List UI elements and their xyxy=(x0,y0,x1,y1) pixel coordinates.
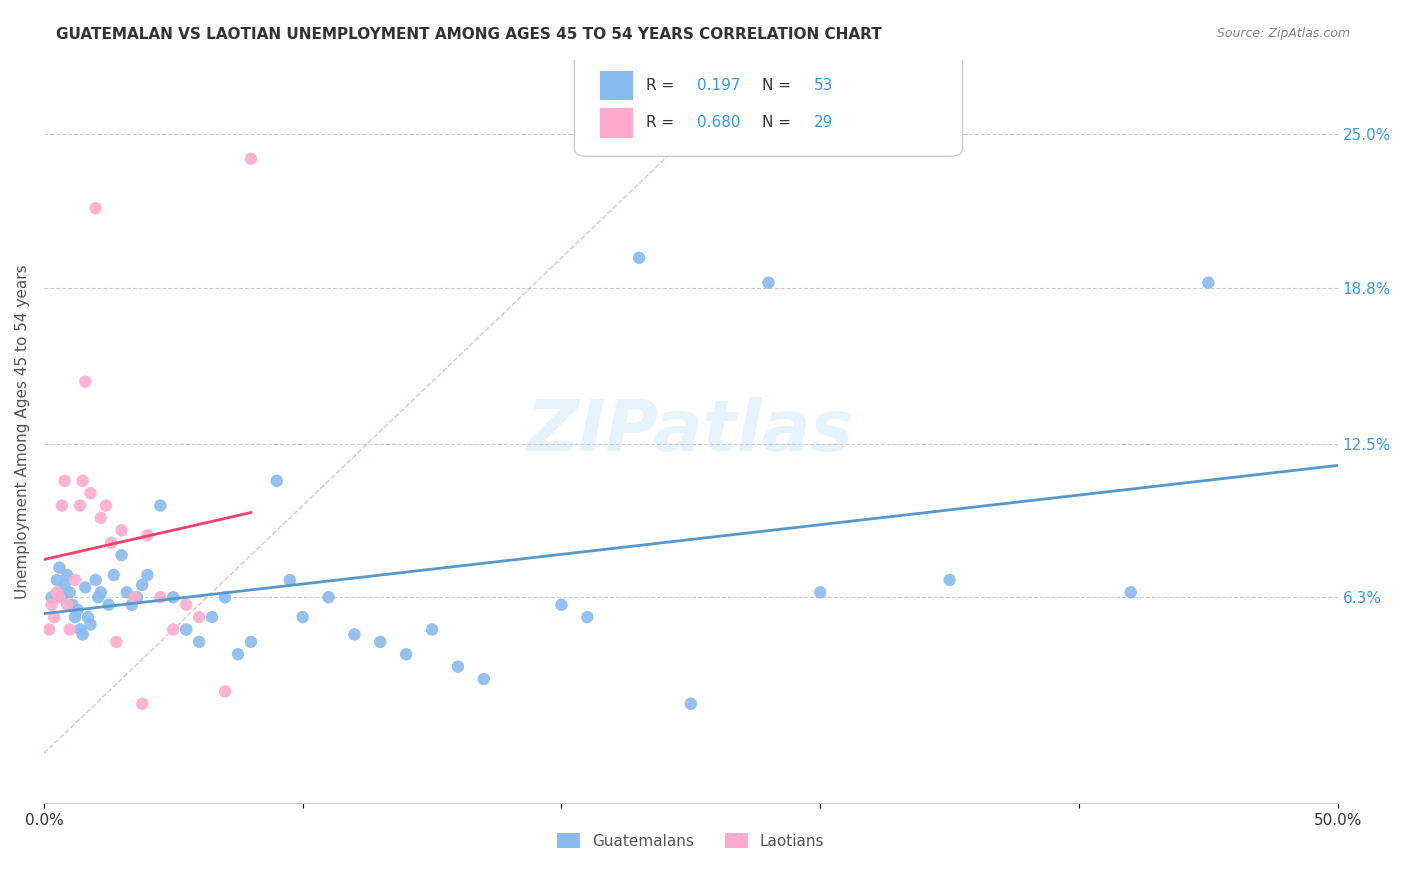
Text: 0.197: 0.197 xyxy=(697,78,741,93)
Point xyxy=(121,598,143,612)
Point xyxy=(41,591,63,605)
Point xyxy=(56,598,79,612)
Point xyxy=(1197,276,1219,290)
Point xyxy=(226,647,249,661)
Point xyxy=(628,251,651,265)
Text: ZIPatlas: ZIPatlas xyxy=(527,397,855,466)
Point xyxy=(174,623,197,637)
Text: GUATEMALAN VS LAOTIAN UNEMPLOYMENT AMONG AGES 45 TO 54 YEARS CORRELATION CHART: GUATEMALAN VS LAOTIAN UNEMPLOYMENT AMONG… xyxy=(56,27,882,42)
Point xyxy=(105,635,128,649)
FancyBboxPatch shape xyxy=(600,108,633,137)
Point xyxy=(201,610,224,624)
Point xyxy=(131,697,153,711)
Point xyxy=(343,627,366,641)
Point xyxy=(188,610,211,624)
Point xyxy=(87,591,110,605)
Point xyxy=(447,659,470,673)
Point xyxy=(63,610,86,624)
Point xyxy=(318,591,340,605)
Point xyxy=(115,585,138,599)
Point xyxy=(75,580,97,594)
Point xyxy=(38,623,60,637)
Point xyxy=(69,499,91,513)
Point xyxy=(162,623,184,637)
Point xyxy=(60,598,83,612)
Point xyxy=(136,528,159,542)
Point xyxy=(45,585,67,599)
Point xyxy=(136,568,159,582)
Point xyxy=(84,573,107,587)
Point xyxy=(77,610,100,624)
Point xyxy=(214,591,236,605)
Point xyxy=(53,474,76,488)
Point xyxy=(84,201,107,215)
Point xyxy=(758,276,780,290)
Point xyxy=(808,585,831,599)
Text: N =: N = xyxy=(762,78,796,93)
Point xyxy=(45,573,67,587)
Point xyxy=(48,560,70,574)
Point xyxy=(472,672,495,686)
Point xyxy=(149,591,172,605)
Point xyxy=(162,591,184,605)
Point xyxy=(420,623,443,637)
Text: N =: N = xyxy=(762,115,796,130)
Point xyxy=(266,474,288,488)
Point xyxy=(51,499,73,513)
Text: R =: R = xyxy=(645,115,679,130)
Point xyxy=(100,535,122,549)
Point xyxy=(291,610,314,624)
Text: 53: 53 xyxy=(814,78,834,93)
Point xyxy=(72,474,94,488)
Point xyxy=(90,511,112,525)
FancyBboxPatch shape xyxy=(575,52,963,156)
Point xyxy=(56,568,79,582)
Text: Source: ZipAtlas.com: Source: ZipAtlas.com xyxy=(1216,27,1350,40)
Point xyxy=(41,598,63,612)
Point xyxy=(395,647,418,661)
Point xyxy=(131,578,153,592)
Text: 29: 29 xyxy=(814,115,834,130)
Point xyxy=(51,591,73,605)
Point xyxy=(188,635,211,649)
Point xyxy=(44,610,66,624)
Point xyxy=(174,598,197,612)
Point xyxy=(110,524,132,538)
Text: 0.680: 0.680 xyxy=(697,115,741,130)
Point xyxy=(368,635,391,649)
Point xyxy=(576,610,599,624)
Point xyxy=(94,499,117,513)
FancyBboxPatch shape xyxy=(600,70,633,101)
Point xyxy=(239,635,262,649)
Point xyxy=(59,623,82,637)
Point xyxy=(53,578,76,592)
Point xyxy=(69,623,91,637)
Y-axis label: Unemployment Among Ages 45 to 54 years: Unemployment Among Ages 45 to 54 years xyxy=(15,264,30,599)
Point xyxy=(66,602,89,616)
Point xyxy=(125,591,148,605)
Point xyxy=(1119,585,1142,599)
Point xyxy=(938,573,960,587)
Point xyxy=(110,548,132,562)
Point xyxy=(149,499,172,513)
Point xyxy=(59,585,82,599)
Point xyxy=(63,573,86,587)
Point xyxy=(90,585,112,599)
Point xyxy=(72,627,94,641)
Text: R =: R = xyxy=(645,78,679,93)
Point xyxy=(75,375,97,389)
Point xyxy=(550,598,572,612)
Point xyxy=(79,617,101,632)
Point xyxy=(214,684,236,698)
Point xyxy=(124,591,146,605)
Point xyxy=(278,573,301,587)
Legend: Guatemalans, Laotians: Guatemalans, Laotians xyxy=(551,827,831,855)
Point xyxy=(239,152,262,166)
Point xyxy=(79,486,101,500)
Point xyxy=(48,591,70,605)
Point xyxy=(103,568,125,582)
Point xyxy=(97,598,120,612)
Point xyxy=(679,697,702,711)
